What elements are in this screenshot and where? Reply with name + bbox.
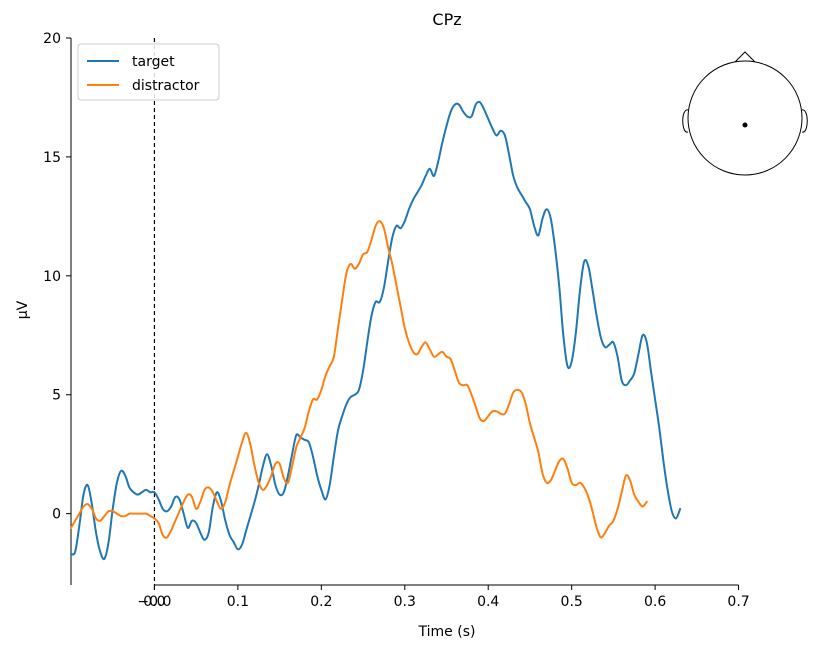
series-line-distractor bbox=[70, 220, 648, 539]
x-tick-label: 0.5 bbox=[561, 594, 583, 610]
y-tick-label: 0 bbox=[52, 507, 61, 523]
legend: target distractor bbox=[77, 43, 220, 101]
x-axis-label: Time (s) bbox=[418, 624, 476, 640]
x-tick-label: 0.7 bbox=[727, 594, 749, 610]
sensor-inset bbox=[682, 51, 808, 176]
head-left-ear bbox=[682, 109, 689, 133]
y-axis-label: µV bbox=[15, 300, 31, 319]
head-outline bbox=[687, 60, 803, 176]
head-right-ear bbox=[801, 109, 808, 133]
legend-label-target: target bbox=[132, 54, 175, 70]
legend-label-distractor: distractor bbox=[132, 78, 200, 94]
x-tick-label: 0.3 bbox=[394, 594, 416, 610]
chart-title: CPz bbox=[432, 10, 461, 29]
y-tick-label: 20 bbox=[43, 31, 61, 47]
head-nose bbox=[734, 51, 756, 63]
x-tick-label: 0.1 bbox=[227, 594, 249, 610]
series-line-target bbox=[70, 100, 682, 561]
x-tick-label: 0.6 bbox=[644, 594, 666, 610]
y-tick-label: 5 bbox=[52, 388, 61, 404]
y-tick-label: 10 bbox=[43, 269, 61, 285]
x-tick-label: 0.0 bbox=[143, 594, 165, 610]
x-tick-label: −0.0 bbox=[137, 594, 171, 610]
series-layer bbox=[70, 100, 682, 561]
axes: 0 5 10 15 20 −0.00.0 0.1 0.2 0.3 0.4 0.5 0.6 0.7 bbox=[43, 31, 750, 610]
sensor-dot bbox=[742, 122, 748, 128]
x-tick-label: 0.2 bbox=[310, 594, 332, 610]
x-tick-label: 0.4 bbox=[477, 594, 499, 610]
y-tick-label: 15 bbox=[43, 150, 61, 166]
